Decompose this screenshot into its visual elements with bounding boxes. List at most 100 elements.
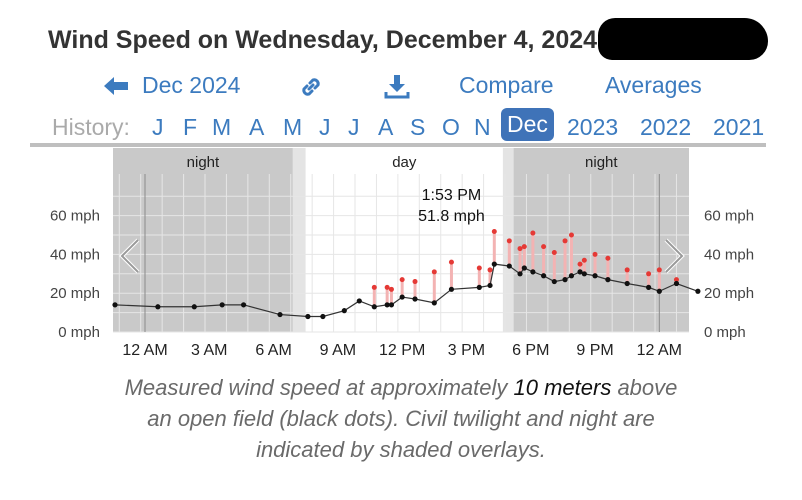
divider bbox=[30, 143, 766, 147]
wind-point bbox=[506, 263, 512, 269]
wind-point bbox=[673, 280, 680, 287]
page-title: Wind Speed on Wednesday, December 4, 202… bbox=[48, 26, 598, 54]
history-month-sep[interactable]: S bbox=[410, 114, 426, 140]
wind-point bbox=[568, 273, 575, 279]
wind-point bbox=[384, 302, 390, 308]
twilight-overlay bbox=[292, 148, 306, 332]
history-year-2023[interactable]: 2023 bbox=[567, 114, 619, 140]
wind-point bbox=[491, 261, 497, 267]
gust-point bbox=[646, 271, 652, 277]
link-icon bbox=[302, 78, 320, 96]
chevron-right-icon[interactable] bbox=[664, 238, 685, 274]
period-label: day bbox=[392, 154, 417, 171]
gust-point bbox=[487, 267, 493, 273]
history-year-2022[interactable]: 2022 bbox=[640, 114, 692, 140]
history-month-may[interactable]: M bbox=[283, 114, 303, 140]
history-month-aug[interactable]: A bbox=[378, 114, 394, 140]
gust-point bbox=[541, 244, 547, 250]
gust-point bbox=[577, 261, 583, 267]
wind-point bbox=[448, 286, 455, 292]
wind-point bbox=[540, 273, 547, 279]
redaction-mark bbox=[598, 18, 768, 60]
history-month-jan[interactable]: J bbox=[152, 114, 164, 140]
tooltip-time: 1:53 PM bbox=[422, 187, 482, 204]
wind-point bbox=[388, 302, 395, 308]
download-icon bbox=[384, 75, 410, 99]
x-tick-label: 6 AM bbox=[255, 342, 291, 359]
wind-point bbox=[320, 313, 326, 320]
toolbar: Dec 2024 Compare Averages bbox=[0, 72, 802, 104]
wind-point bbox=[371, 304, 377, 310]
gust-point bbox=[568, 232, 574, 238]
y-tick-label-right: 0 mph bbox=[704, 324, 746, 341]
wind-point bbox=[656, 288, 662, 294]
y-tick-label-left: 60 mph bbox=[50, 208, 100, 225]
y-tick-label-right: 40 mph bbox=[704, 246, 754, 263]
gust-point bbox=[399, 277, 405, 283]
x-tick-label: 9 PM bbox=[576, 342, 613, 359]
period-label: night bbox=[187, 154, 220, 171]
history-month-dec-selected[interactable]: Dec bbox=[501, 108, 554, 141]
wind-point bbox=[577, 269, 583, 275]
night-overlay bbox=[113, 148, 293, 332]
history-month-feb[interactable]: F bbox=[183, 114, 198, 140]
gust-point bbox=[562, 238, 568, 244]
history-nav: History: J F M A M J J A S O N Dec 2023 … bbox=[0, 108, 802, 144]
wind-point bbox=[581, 271, 587, 277]
download-button[interactable] bbox=[384, 73, 410, 99]
wind-point bbox=[191, 304, 197, 310]
y-tick-label-left: 40 mph bbox=[50, 246, 100, 263]
y-tick-label-left: 20 mph bbox=[50, 285, 100, 302]
history-month-jun[interactable]: J bbox=[319, 114, 331, 140]
back-month-button[interactable]: Dec 2024 bbox=[102, 72, 240, 99]
wind-point bbox=[517, 271, 523, 277]
chevron-left-icon[interactable] bbox=[119, 238, 140, 274]
wind-point bbox=[521, 265, 527, 271]
history-month-nov[interactable]: N bbox=[474, 114, 491, 140]
x-tick-label: 3 PM bbox=[448, 342, 485, 359]
averages-link[interactable]: Averages bbox=[605, 72, 702, 98]
gust-point bbox=[491, 229, 497, 235]
y-tick-label-right: 60 mph bbox=[704, 208, 754, 225]
tooltip-value: 51.8 mph bbox=[418, 208, 485, 225]
wind-point bbox=[356, 298, 362, 304]
gust-point bbox=[592, 251, 598, 257]
chart-caption: Measured wind speed at approximately 10 … bbox=[124, 375, 678, 462]
history-year-2021[interactable]: 2021 bbox=[713, 114, 765, 140]
y-tick-label-left: 0 mph bbox=[58, 324, 100, 341]
x-tick-label: 6 PM bbox=[512, 342, 549, 359]
wind-point bbox=[399, 294, 405, 300]
wind-point bbox=[487, 282, 493, 289]
x-tick-label: 12 PM bbox=[379, 342, 425, 359]
wind-point bbox=[112, 302, 118, 308]
wind-point bbox=[219, 302, 225, 308]
wind-point bbox=[551, 278, 557, 285]
gust-point bbox=[521, 244, 527, 250]
day-region bbox=[305, 148, 503, 332]
history-month-mar[interactable]: M bbox=[212, 114, 232, 140]
wind-point bbox=[476, 284, 482, 290]
wind-point bbox=[305, 313, 311, 320]
wind-point bbox=[277, 311, 283, 318]
history-month-jul[interactable]: J bbox=[348, 114, 360, 140]
gust-point bbox=[506, 238, 512, 244]
history-month-oct[interactable]: O bbox=[442, 114, 460, 140]
gust-point bbox=[673, 277, 679, 283]
link-button[interactable] bbox=[298, 74, 324, 100]
gust-point bbox=[530, 230, 536, 236]
back-month-label: Dec 2024 bbox=[142, 72, 241, 98]
gust-point bbox=[384, 284, 390, 290]
wind-point bbox=[240, 302, 247, 308]
history-month-apr[interactable]: A bbox=[249, 114, 265, 140]
gust-point bbox=[517, 246, 523, 252]
history-label: History: bbox=[52, 114, 130, 140]
x-tick-label: 3 AM bbox=[191, 342, 227, 359]
wind-point bbox=[562, 277, 568, 283]
wind-point bbox=[341, 308, 347, 314]
wind-point bbox=[695, 288, 701, 294]
night-overlay bbox=[513, 148, 689, 332]
x-tick-label: 12 AM bbox=[637, 342, 682, 359]
wind-point bbox=[412, 296, 418, 302]
compare-link[interactable]: Compare bbox=[459, 72, 554, 98]
gust-point bbox=[412, 279, 418, 285]
